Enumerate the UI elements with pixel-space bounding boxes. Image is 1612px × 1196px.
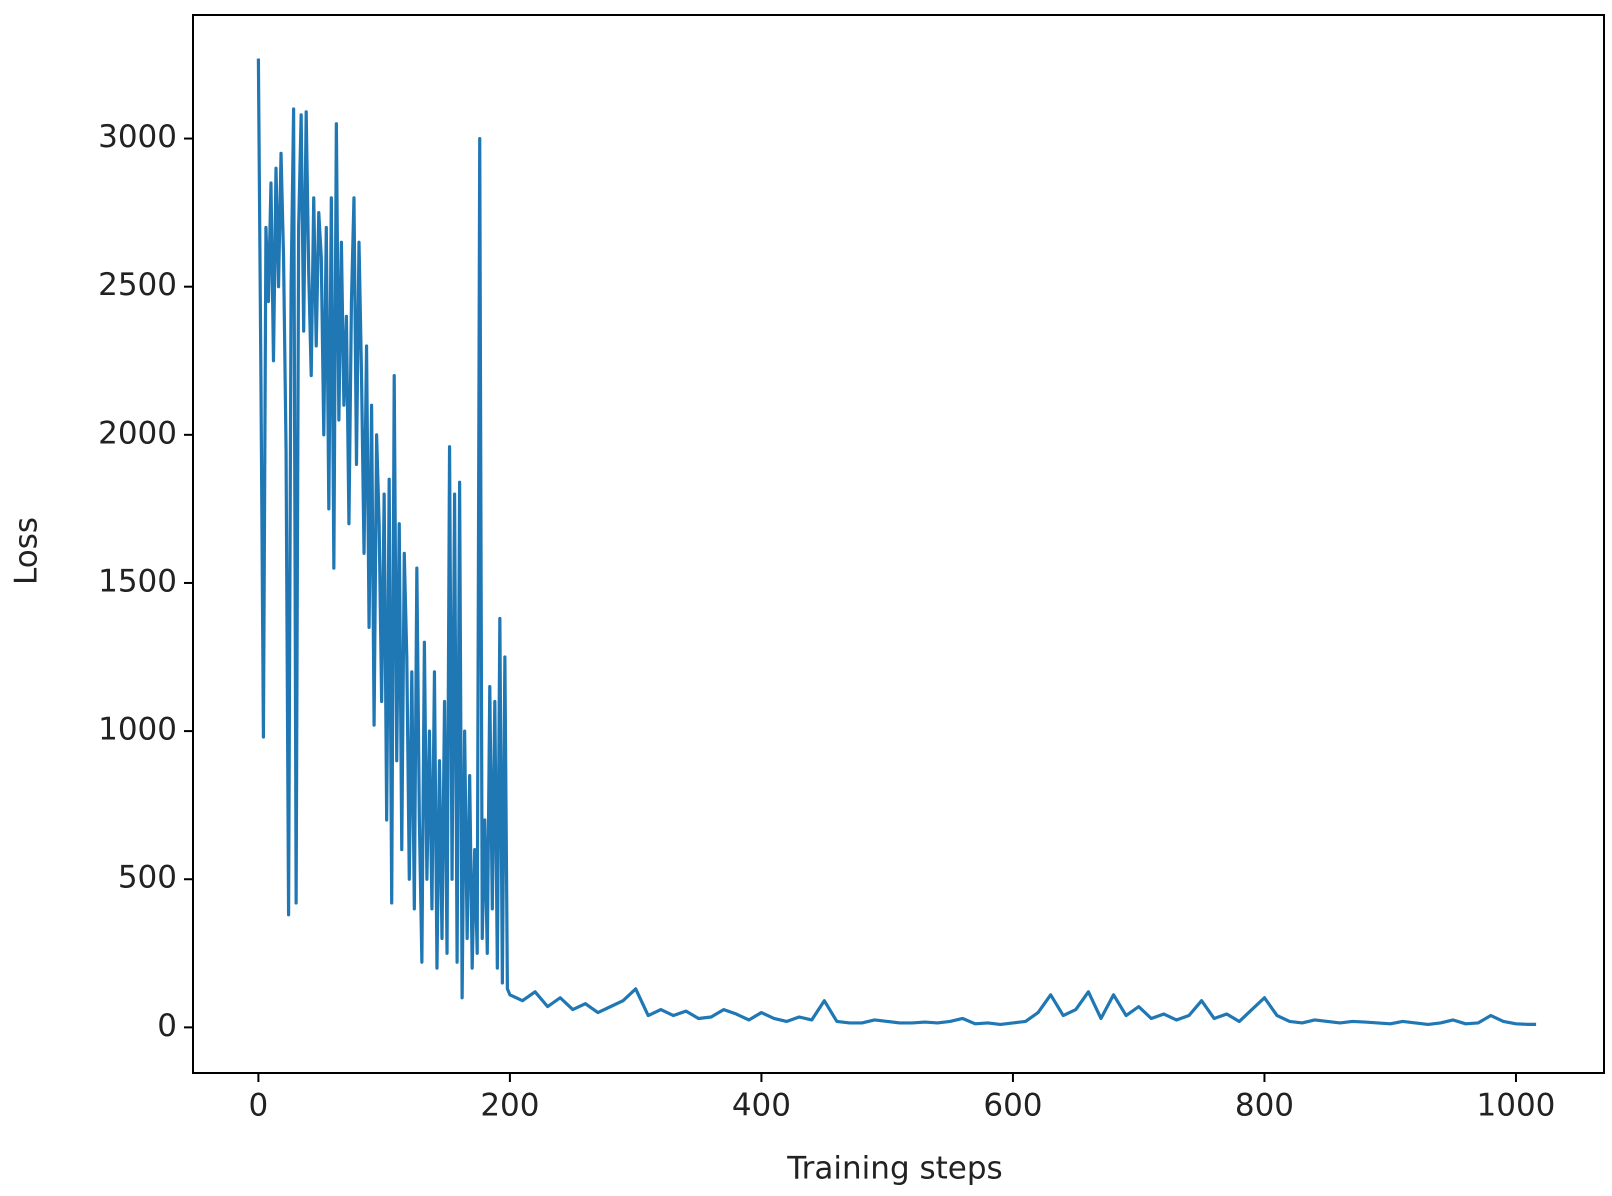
y-tick-label: 1500	[98, 563, 177, 599]
y-tick-label: 3000	[98, 119, 177, 155]
loss-line	[256, 58, 1537, 1027]
y-tick-label: 1000	[98, 712, 177, 748]
y-tick-label: 2000	[98, 415, 177, 451]
y-tick-label: 2500	[98, 267, 177, 303]
x-tick-label: 800	[1235, 1088, 1294, 1124]
y-tick-label: 0	[157, 1008, 177, 1044]
plot-frame	[192, 14, 1605, 1074]
x-axis-label: Training steps	[786, 1151, 1002, 1187]
x-tick-label: 1000	[1477, 1088, 1556, 1124]
y-tick-label: 500	[118, 860, 177, 896]
x-tick-label: 600	[983, 1088, 1042, 1124]
x-tick-label: 0	[249, 1088, 269, 1124]
x-tick-label: 200	[480, 1088, 539, 1124]
y-axis-label: Loss	[9, 517, 45, 585]
x-tick-label: 400	[732, 1088, 791, 1124]
